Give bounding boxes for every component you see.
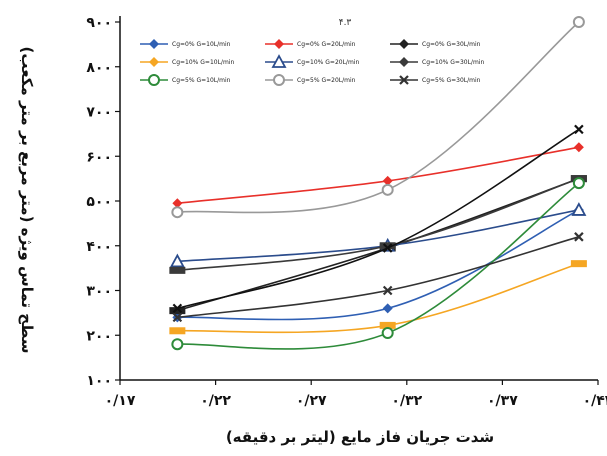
data-point (171, 206, 184, 219)
legend-label: Cg=10% G=20L/min (297, 59, 359, 66)
series-1 (172, 142, 584, 209)
x-marker-stroke (172, 303, 183, 314)
legend-swatch-marker (271, 54, 287, 68)
series-line (177, 236, 580, 319)
data-point (172, 198, 183, 209)
x-axis-title: شدت جریان فاز مایع (لیتر بر دقیقه) (226, 428, 494, 446)
data-point (169, 266, 186, 274)
series-6 (171, 177, 585, 351)
data-point (172, 303, 183, 314)
y-tick-label: ۶۰۰ (86, 149, 112, 165)
legend-label: Cg=0% G=30L/min (422, 41, 481, 48)
data-point (572, 177, 585, 190)
data-point (171, 338, 184, 351)
x-tick-label: ۰/۳۷ (487, 393, 518, 409)
x-marker-stroke (382, 285, 393, 296)
x-marker-stroke (172, 312, 183, 323)
x-tick-label: ۰/۴۲ (583, 393, 607, 409)
data-point (382, 175, 393, 186)
legend-swatch-marker (149, 57, 159, 67)
x-marker-stroke (574, 124, 584, 135)
data-point (571, 202, 587, 216)
legend-item: Cg=5% G=20L/min (265, 74, 356, 86)
data-point (382, 243, 393, 253)
legend-item: Cg=5% G=10L/min (140, 74, 231, 86)
data-point (172, 312, 183, 323)
data-point (381, 183, 394, 196)
legend: Cg=0% G=10L/min Cg=0% G=20L/min Cg=0% G=30… (140, 39, 484, 86)
x-marker-stroke (382, 243, 393, 253)
series-8 (172, 232, 584, 323)
y-tick-label: ۹۰۰ (86, 15, 112, 31)
y-axis-title: سطح تماس ویژه (متر مربع بر متر مکعب) (18, 47, 36, 354)
data-point (574, 124, 584, 135)
x-tick-label: ۰/۲۲ (200, 393, 231, 409)
legend-label: Cg=10% G=30L/min (422, 59, 484, 66)
legend-item: Cg=10% G=20L/min (265, 54, 359, 68)
legend-item: Cg=10% G=10L/min (140, 57, 234, 67)
y-tick-label: ۸۰۰ (86, 60, 112, 76)
legend-swatch-marker (149, 39, 159, 49)
y-tick-label: ۵۰۰ (86, 194, 112, 210)
legend-item: Cg=0% G=20L/min (265, 39, 356, 49)
y-tick-label: ۱۰۰ (86, 373, 112, 389)
legend-swatch-marker (273, 74, 285, 86)
legend-label: Cg=5% G=20L/min (297, 77, 356, 84)
data-point (570, 260, 587, 268)
legend-label: Cg=10% G=10L/min (172, 59, 234, 66)
series-layer (169, 16, 587, 351)
legend-item: Cg=0% G=30L/min (390, 39, 481, 49)
legend-swatch-marker (399, 57, 409, 67)
y-tick-label: ۲۰۰ (86, 328, 112, 344)
data-point (572, 16, 585, 28)
legend-swatch-marker (274, 39, 284, 49)
x-tick-label: ۰/۲۷ (296, 393, 327, 409)
x-marker-stroke (574, 232, 584, 242)
data-point (169, 307, 186, 315)
data-point (382, 285, 393, 296)
legend-item: Cg=0% G=10L/min (140, 39, 231, 49)
legend-item: Cg=10% G=30L/min (390, 57, 484, 67)
series-line (177, 128, 580, 310)
series-2 (169, 175, 587, 315)
series-line (177, 262, 580, 334)
series-line (177, 209, 580, 263)
legend-label: Cg=0% G=10L/min (172, 41, 231, 48)
series-7 (171, 16, 585, 219)
series-line (177, 177, 580, 312)
data-point (381, 327, 394, 340)
data-point (379, 321, 396, 329)
chart-annotation: ۴.۳ (339, 18, 352, 28)
x-tick-label: ۰/۳۲ (391, 393, 422, 409)
data-point (169, 253, 185, 268)
legend-label: Cg=5% G=10L/min (172, 77, 231, 84)
x-tick-label: ۰/۱۷ (105, 393, 136, 409)
legend-label: Cg=0% G=20L/min (297, 41, 356, 48)
legend-swatch-marker (399, 75, 409, 85)
data-point (573, 142, 584, 153)
data-point (574, 232, 584, 242)
data-point (379, 242, 396, 250)
legend-label: Cg=5% G=30L/min (422, 77, 481, 84)
y-tick-label: ۳۰۰ (86, 284, 112, 300)
series-0 (172, 204, 584, 323)
series-5 (169, 175, 587, 274)
legend-item: Cg=5% G=30L/min (390, 75, 481, 85)
extra-series-0 (172, 124, 584, 314)
data-point (169, 327, 186, 335)
y-tick-label: ۷۰۰ (86, 105, 112, 121)
data-point (382, 303, 393, 314)
axes: ۱۰۰ ۲۰۰ ۳۰۰ ۴۰۰ ۵۰۰ ۶۰۰ ۷۰۰ ۸۰۰ ۹۰۰ ۰/۱۷ ۰/۲۲ ۰/۲۷ ۰… (86, 15, 607, 409)
legend-swatch-marker (148, 74, 160, 86)
series-line (177, 21, 580, 214)
legend-swatch-marker (399, 39, 409, 49)
y-tick-label: ۴۰۰ (86, 239, 112, 255)
series-3 (169, 260, 587, 335)
series-line (177, 177, 580, 272)
x-marker-stroke (399, 75, 409, 85)
